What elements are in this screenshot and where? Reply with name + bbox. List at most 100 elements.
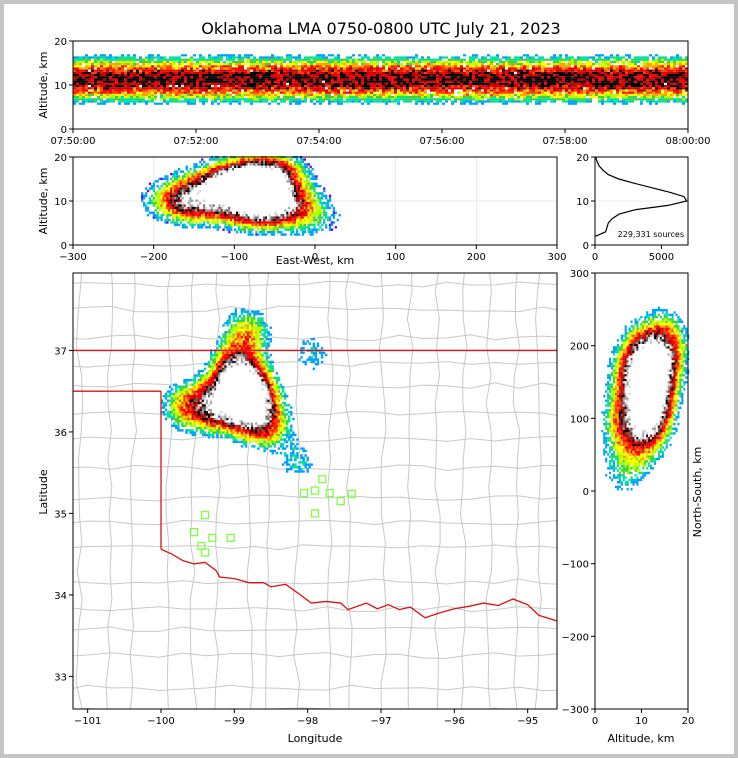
th-cell: [652, 76, 655, 79]
th-cell: [142, 80, 145, 83]
th-cell: [529, 98, 532, 101]
th-cell: [421, 91, 424, 94]
th-cell: [673, 71, 676, 74]
th-cell: [673, 67, 676, 70]
th-cell: [148, 76, 151, 79]
th-cell: [259, 89, 262, 92]
th-cell: [307, 78, 310, 81]
th-cell: [469, 63, 472, 66]
ew-cell: [208, 199, 212, 202]
th-cell: [415, 60, 418, 63]
th-cell: [475, 63, 478, 66]
ew-cell: [175, 192, 179, 195]
th-cell: [595, 85, 598, 88]
ew-cell: [166, 192, 169, 195]
ew-cell: [183, 177, 186, 181]
th-cell: [121, 74, 124, 77]
th-cell: [145, 76, 148, 79]
th-cell: [244, 78, 247, 81]
th-cell: [673, 78, 676, 81]
th-cell: [538, 63, 541, 66]
th-cell: [583, 93, 586, 96]
th-cell: [589, 87, 592, 90]
ew-cell: [212, 216, 216, 219]
th-cell: [523, 65, 526, 68]
th-cell: [469, 96, 472, 99]
th-cell: [97, 58, 100, 61]
ew-cell: [203, 201, 206, 205]
th-cell: [118, 96, 121, 99]
th-cell: [178, 71, 181, 74]
th-cell: [76, 69, 79, 72]
th-cell: [322, 63, 325, 66]
th-cell: [505, 63, 508, 66]
ew-cell: [187, 172, 190, 176]
ew-cell: [172, 194, 175, 198]
th-cell: [547, 76, 550, 79]
th-cell: [553, 71, 556, 74]
ew-cell: [218, 201, 221, 205]
th-cell: [307, 91, 310, 94]
th-cell: [109, 56, 112, 59]
th-cell: [388, 91, 391, 94]
th-cell: [445, 60, 448, 63]
th-cell: [265, 56, 268, 59]
th-cell: [316, 63, 319, 66]
th-cell: [316, 67, 319, 70]
th-cell: [154, 63, 157, 66]
th-cell: [202, 69, 205, 72]
th-cell: [133, 71, 136, 74]
th-cell: [313, 56, 316, 59]
th-cell: [367, 71, 370, 74]
th-cell: [373, 71, 376, 74]
th-cell: [571, 82, 574, 85]
th-cell: [526, 85, 529, 88]
th-cell: [409, 98, 412, 101]
th-cell: [274, 98, 277, 101]
th-cell: [307, 58, 310, 61]
th-cell: [592, 71, 595, 74]
th-cell: [610, 89, 613, 92]
ew-cell: [175, 182, 179, 185]
th-cell: [97, 67, 100, 70]
th-cell: [160, 67, 163, 70]
th-cell: [343, 78, 346, 81]
th-cell: [124, 87, 127, 90]
th-cell: [214, 58, 217, 61]
th-cell: [601, 80, 604, 83]
th-cell: [172, 98, 175, 101]
th-cell: [196, 67, 199, 70]
th-cell: [463, 74, 466, 77]
th-cell: [646, 87, 649, 90]
th-cell: [268, 67, 271, 70]
th-cell: [202, 100, 205, 103]
th-cell: [319, 85, 322, 88]
th-cell: [127, 58, 130, 61]
th-cell: [289, 98, 292, 101]
ew-cell: [193, 214, 196, 217]
th-cell: [244, 80, 247, 83]
th-cell: [430, 65, 433, 68]
th-cell: [598, 100, 601, 103]
th-cell: [685, 63, 688, 66]
th-cell: [541, 58, 544, 61]
th-cell: [520, 82, 523, 85]
th-cell: [421, 87, 424, 90]
th-cell: [424, 91, 427, 94]
th-cell: [673, 76, 676, 79]
th-cell: [73, 82, 76, 85]
th-cell: [250, 93, 253, 96]
th-cell: [682, 82, 685, 85]
th-cell: [115, 82, 118, 85]
th-cell: [91, 98, 94, 101]
ew-cell: [208, 170, 212, 173]
th-cell: [292, 74, 295, 77]
th-cell: [622, 85, 625, 88]
th-cell: [283, 82, 286, 85]
th-cell: [415, 82, 418, 85]
th-cell: [424, 65, 427, 68]
th-cell: [109, 96, 112, 99]
th-cell: [238, 65, 241, 68]
th-cell: [415, 71, 418, 74]
th-cell: [394, 65, 397, 68]
